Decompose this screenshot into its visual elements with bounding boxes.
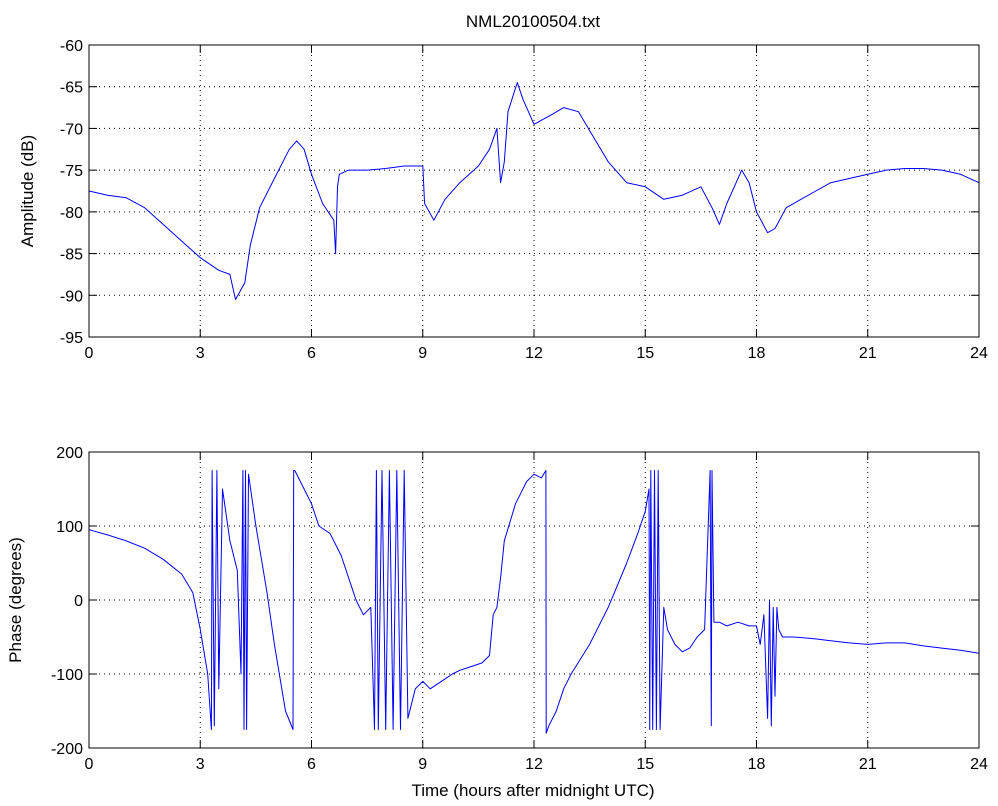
- data-series-line: [88, 470, 980, 734]
- amplitude-traces: [88, 82, 980, 300]
- amplitude-frame: [88, 44, 980, 338]
- x-tick-label: 6: [307, 345, 316, 362]
- x-tick-label: 6: [307, 756, 316, 773]
- x-tick-label: 21: [859, 345, 877, 362]
- amplitude-axes: NML20100504.txt 0 3 6 9 12 15 18 21 24 -95 -90 -85 -…: [18, 12, 988, 362]
- phase-x-label: Time (hours after midnight UTC): [411, 781, 654, 800]
- x-tick-label: 15: [636, 756, 654, 773]
- chart-title: NML20100504.txt: [466, 12, 600, 31]
- phase-frame: [88, 451, 980, 749]
- y-tick-label: -100: [51, 667, 83, 684]
- x-tick-label: 18: [748, 756, 766, 773]
- x-tick-label: 12: [525, 345, 543, 362]
- y-tick-label: 200: [56, 445, 83, 462]
- phase-axes: 0 3 6 9 12 15 18 21 24 -200 -100 0 100 200 Phase (deg…: [6, 445, 988, 800]
- x-tick-label: 3: [196, 756, 205, 773]
- y-tick-label: 100: [56, 519, 83, 536]
- x-tick-label: 24: [970, 345, 988, 362]
- y-tick-label: -60: [60, 38, 83, 55]
- phase-ticks: 0 3 6 9 12 15 18 21 24 -200 -100 0 100 200: [51, 445, 988, 773]
- phase-traces: [88, 470, 980, 734]
- phase-y-label: Phase (degrees): [6, 537, 25, 663]
- phase-grid: [89, 452, 979, 748]
- x-tick-label: 3: [196, 345, 205, 362]
- y-tick-label: -70: [60, 121, 83, 138]
- amplitude-y-label: Amplitude (dB): [18, 135, 37, 247]
- y-tick-label: -90: [60, 288, 83, 305]
- data-series-line: [88, 82, 980, 300]
- x-tick-label: 9: [418, 345, 427, 362]
- x-tick-label: 9: [418, 756, 427, 773]
- y-tick-label: -65: [60, 80, 83, 97]
- x-tick-label: 12: [525, 756, 543, 773]
- y-tick-label: -95: [60, 330, 83, 347]
- amplitude-grid: [89, 45, 979, 337]
- x-tick-label: 24: [970, 756, 988, 773]
- y-tick-label: -85: [60, 247, 83, 264]
- x-tick-label: 0: [85, 345, 94, 362]
- x-tick-label: 0: [85, 756, 94, 773]
- y-tick-label: -75: [60, 163, 83, 180]
- x-tick-label: 21: [859, 756, 877, 773]
- y-tick-label: -200: [51, 741, 83, 758]
- y-tick-label: -80: [60, 205, 83, 222]
- amplitude-ticks: 0 3 6 9 12 15 18 21 24 -95 -90 -85 -80 -75 -70 -65 -60: [60, 38, 988, 362]
- x-tick-label: 15: [636, 345, 654, 362]
- y-tick-label: 0: [74, 593, 83, 610]
- x-tick-label: 18: [748, 345, 766, 362]
